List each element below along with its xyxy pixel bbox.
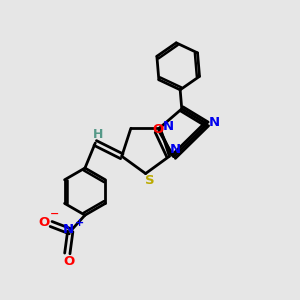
Text: O: O: [38, 216, 50, 229]
Text: N: N: [163, 120, 174, 133]
Text: N: N: [169, 143, 181, 156]
Text: N: N: [63, 224, 74, 236]
Text: S: S: [145, 174, 155, 188]
Text: +: +: [75, 218, 84, 227]
Text: N: N: [209, 116, 220, 129]
Text: −: −: [50, 209, 59, 219]
Text: O: O: [63, 255, 74, 268]
Text: H: H: [92, 128, 103, 141]
Text: O: O: [152, 123, 163, 136]
